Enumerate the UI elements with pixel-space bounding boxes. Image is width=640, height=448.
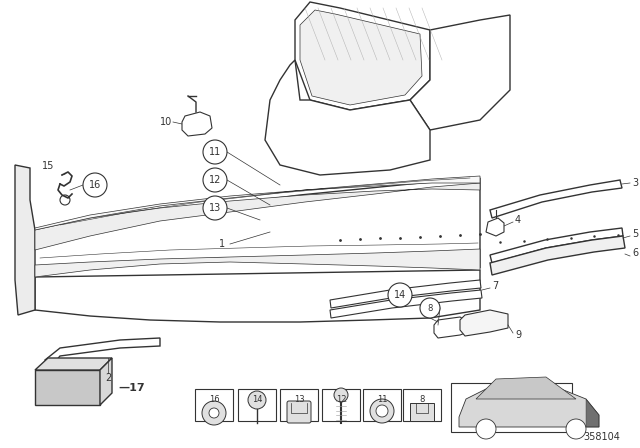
Polygon shape xyxy=(490,228,623,263)
Polygon shape xyxy=(35,249,480,277)
Bar xyxy=(451,383,572,432)
Polygon shape xyxy=(330,290,482,318)
Polygon shape xyxy=(586,399,599,427)
Circle shape xyxy=(248,391,266,409)
Text: 6: 6 xyxy=(632,248,638,258)
Text: 7: 7 xyxy=(492,281,499,291)
Polygon shape xyxy=(476,377,576,399)
Text: 13: 13 xyxy=(209,203,221,213)
Polygon shape xyxy=(35,370,100,405)
Circle shape xyxy=(203,140,227,164)
Text: 358104: 358104 xyxy=(583,432,620,442)
Circle shape xyxy=(83,173,107,197)
Text: 8: 8 xyxy=(428,303,433,313)
Polygon shape xyxy=(182,112,212,136)
Polygon shape xyxy=(410,15,510,130)
Bar xyxy=(195,389,233,421)
Text: 15: 15 xyxy=(42,161,54,171)
Circle shape xyxy=(566,419,586,439)
Bar xyxy=(322,389,360,421)
Polygon shape xyxy=(459,385,599,427)
Circle shape xyxy=(203,168,227,192)
Polygon shape xyxy=(460,310,508,336)
Polygon shape xyxy=(30,178,480,275)
Bar xyxy=(280,389,318,421)
Text: 8: 8 xyxy=(419,395,425,404)
Circle shape xyxy=(420,298,440,318)
Polygon shape xyxy=(35,358,112,370)
Circle shape xyxy=(476,419,496,439)
Circle shape xyxy=(209,408,219,418)
Text: 1: 1 xyxy=(219,239,225,249)
Bar xyxy=(238,389,276,421)
Polygon shape xyxy=(35,183,480,250)
Text: 13: 13 xyxy=(294,395,304,404)
Circle shape xyxy=(202,401,226,425)
Polygon shape xyxy=(35,176,480,230)
Text: 9: 9 xyxy=(515,330,521,340)
Text: 10: 10 xyxy=(160,117,172,127)
Polygon shape xyxy=(490,236,625,275)
Text: 14: 14 xyxy=(252,395,262,404)
Text: 4: 4 xyxy=(515,215,521,225)
Text: 16: 16 xyxy=(209,395,220,404)
Text: 12: 12 xyxy=(209,175,221,185)
Polygon shape xyxy=(100,358,112,405)
Polygon shape xyxy=(434,317,468,338)
Text: —17: —17 xyxy=(118,383,145,393)
Text: 2: 2 xyxy=(105,373,111,383)
Polygon shape xyxy=(15,165,35,315)
Bar xyxy=(410,403,434,421)
Text: 3: 3 xyxy=(632,178,638,188)
Circle shape xyxy=(203,196,227,220)
Text: 11: 11 xyxy=(377,395,387,404)
Text: 11: 11 xyxy=(209,147,221,157)
Circle shape xyxy=(376,405,388,417)
Circle shape xyxy=(334,388,348,402)
Circle shape xyxy=(370,399,394,423)
Text: 5: 5 xyxy=(632,229,638,239)
Polygon shape xyxy=(45,338,160,368)
Circle shape xyxy=(388,283,412,307)
Polygon shape xyxy=(35,270,480,322)
Bar xyxy=(363,389,401,421)
Polygon shape xyxy=(300,10,422,105)
Text: 14: 14 xyxy=(394,290,406,300)
Text: 16: 16 xyxy=(89,180,101,190)
Polygon shape xyxy=(490,180,622,218)
Polygon shape xyxy=(295,2,430,110)
FancyBboxPatch shape xyxy=(287,401,311,423)
Polygon shape xyxy=(265,60,430,175)
Text: 12: 12 xyxy=(336,395,346,404)
Bar xyxy=(403,389,441,421)
Polygon shape xyxy=(486,218,504,236)
Polygon shape xyxy=(330,280,481,308)
